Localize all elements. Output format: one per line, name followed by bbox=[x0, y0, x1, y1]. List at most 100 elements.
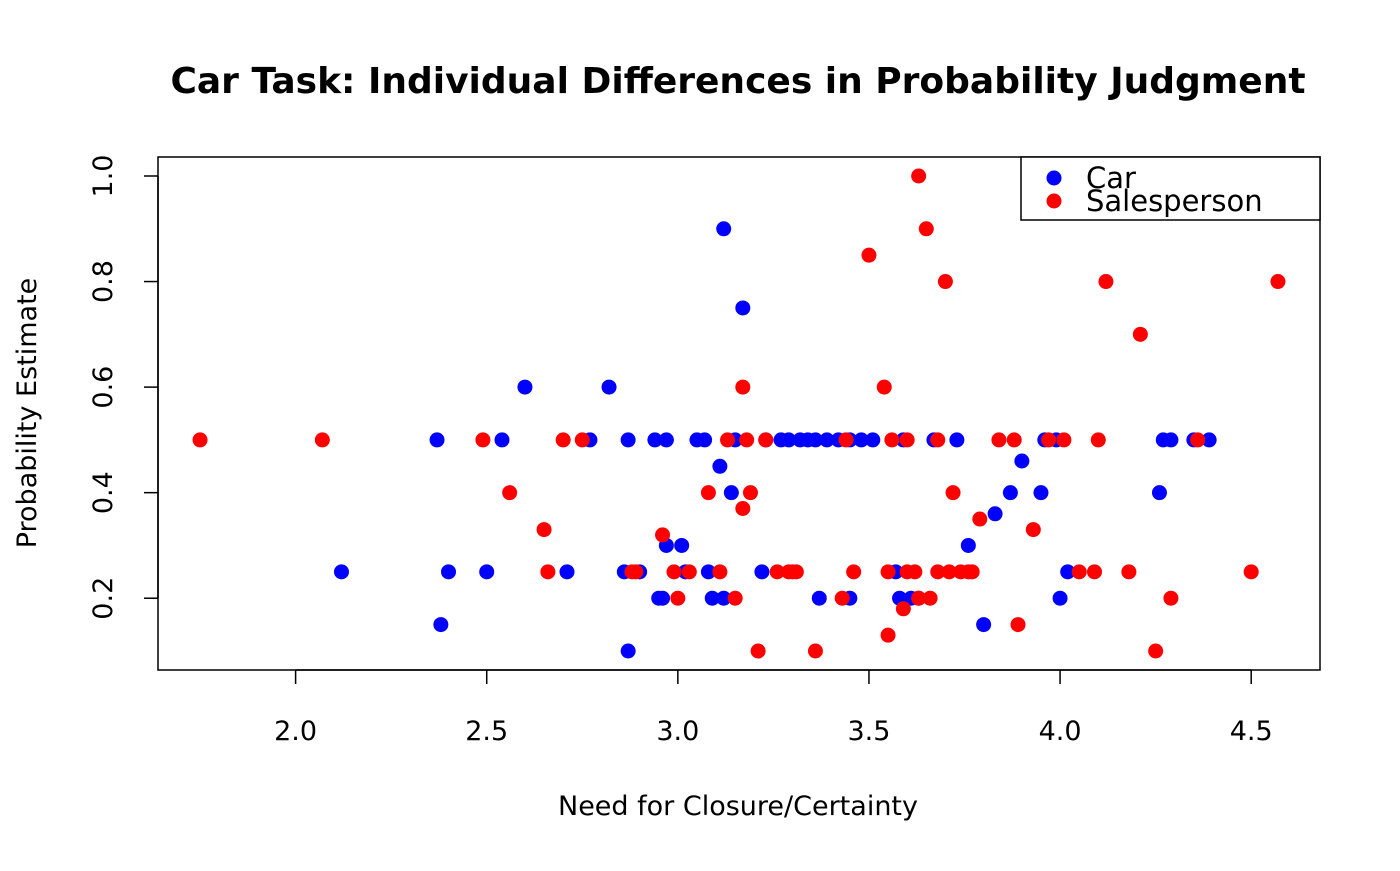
data-point-salesperson bbox=[876, 379, 892, 395]
series-car bbox=[333, 221, 1217, 659]
data-point-salesperson bbox=[739, 432, 755, 448]
legend-marker-salesperson bbox=[1046, 193, 1062, 209]
data-point-salesperson bbox=[314, 432, 330, 448]
y-tick-label: 0.2 bbox=[88, 577, 119, 620]
data-point-salesperson bbox=[911, 168, 927, 184]
data-point-car bbox=[517, 379, 533, 395]
data-point-salesperson bbox=[911, 590, 927, 606]
chart-title: Car Task: Individual Differences in Prob… bbox=[170, 61, 1305, 102]
data-point-salesperson bbox=[1090, 432, 1106, 448]
data-point-salesperson bbox=[945, 485, 961, 501]
data-point-salesperson bbox=[655, 527, 671, 543]
data-point-salesperson bbox=[1163, 590, 1179, 606]
data-points bbox=[192, 168, 1286, 659]
data-point-car bbox=[853, 432, 869, 448]
data-point-salesperson bbox=[681, 564, 697, 580]
data-point-salesperson bbox=[1006, 432, 1022, 448]
data-point-salesperson bbox=[727, 590, 743, 606]
data-point-salesperson bbox=[941, 564, 957, 580]
data-point-salesperson bbox=[536, 522, 552, 538]
data-point-salesperson bbox=[788, 564, 804, 580]
y-tick-label: 0.6 bbox=[88, 366, 119, 409]
x-tick-label: 4.0 bbox=[1039, 716, 1082, 747]
data-point-salesperson bbox=[884, 432, 900, 448]
legend-box bbox=[1020, 156, 1321, 221]
data-point-salesperson bbox=[540, 564, 556, 580]
x-axis: 2.0 2.5 3.0 3.5 4.0 4.5 bbox=[274, 669, 1273, 747]
data-point-car bbox=[620, 643, 636, 659]
data-point-car bbox=[1033, 485, 1049, 501]
x-axis-label: Need for Closure/Certainty bbox=[558, 791, 918, 822]
data-point-salesperson bbox=[1270, 274, 1286, 290]
data-point-car bbox=[700, 564, 716, 580]
data-point-salesperson bbox=[475, 432, 491, 448]
data-point-salesperson bbox=[700, 485, 716, 501]
data-point-salesperson bbox=[1121, 564, 1137, 580]
data-point-salesperson bbox=[880, 627, 896, 643]
data-point-salesperson bbox=[1132, 326, 1148, 342]
data-point-salesperson bbox=[735, 501, 751, 516]
data-point-car bbox=[716, 221, 732, 237]
data-point-salesperson bbox=[192, 432, 208, 448]
series-salesperson bbox=[192, 168, 1286, 659]
data-point-car bbox=[479, 564, 495, 580]
data-point-car bbox=[647, 432, 663, 448]
data-point-salesperson bbox=[1190, 432, 1206, 448]
data-point-car bbox=[807, 432, 823, 448]
data-point-salesperson bbox=[1098, 274, 1114, 290]
data-point-car bbox=[494, 432, 510, 448]
data-point-car bbox=[658, 432, 674, 448]
data-point-salesperson bbox=[834, 590, 850, 606]
data-point-salesperson bbox=[907, 564, 923, 580]
data-point-car bbox=[949, 432, 965, 448]
legend-marker-car bbox=[1046, 170, 1062, 186]
x-tick-label: 3.5 bbox=[847, 716, 890, 747]
data-point-car bbox=[976, 617, 992, 633]
data-point-car bbox=[441, 564, 456, 580]
data-point-car bbox=[716, 590, 732, 606]
data-point-salesperson bbox=[735, 379, 751, 395]
data-point-salesperson bbox=[628, 564, 644, 580]
data-point-salesperson bbox=[1148, 643, 1164, 659]
data-point-salesperson bbox=[1071, 564, 1087, 580]
x-tick-label: 2.0 bbox=[274, 716, 317, 747]
data-point-salesperson bbox=[750, 643, 766, 659]
legend-label-salesperson: Salesperson bbox=[1086, 184, 1263, 218]
legend: Car Salesperson bbox=[1020, 156, 1321, 221]
data-point-car bbox=[655, 590, 671, 606]
data-point-salesperson bbox=[1243, 564, 1259, 580]
data-point-car bbox=[735, 300, 751, 316]
data-point-salesperson bbox=[502, 485, 518, 501]
data-point-salesperson bbox=[712, 564, 728, 580]
data-point-salesperson bbox=[769, 564, 785, 580]
data-point-car bbox=[429, 432, 445, 448]
data-point-car bbox=[987, 506, 1003, 522]
data-point-salesperson bbox=[1056, 432, 1072, 448]
data-point-salesperson bbox=[846, 564, 862, 580]
data-point-salesperson bbox=[964, 564, 980, 580]
y-tick-label: 1.0 bbox=[88, 155, 119, 198]
data-point-salesperson bbox=[861, 247, 877, 263]
data-point-car bbox=[754, 564, 770, 580]
data-point-car bbox=[674, 537, 690, 553]
data-point-car bbox=[1151, 485, 1167, 501]
data-point-car bbox=[601, 379, 617, 395]
data-point-car bbox=[697, 432, 713, 448]
data-point-salesperson bbox=[880, 564, 896, 580]
legend-label-car: Car bbox=[1086, 161, 1136, 195]
data-point-salesperson bbox=[1041, 432, 1057, 448]
data-point-salesperson bbox=[742, 485, 758, 501]
y-axis-label: Probability Estimate bbox=[12, 278, 43, 549]
y-tick-label: 0.4 bbox=[88, 471, 119, 514]
data-point-car bbox=[781, 432, 797, 448]
data-point-car bbox=[723, 485, 739, 501]
data-point-salesperson bbox=[972, 511, 988, 527]
data-point-car bbox=[433, 617, 449, 633]
data-point-car bbox=[1163, 432, 1179, 448]
data-point-salesperson bbox=[670, 590, 686, 606]
data-point-salesperson bbox=[1010, 617, 1026, 633]
data-point-salesperson bbox=[991, 432, 1007, 448]
data-point-car bbox=[811, 590, 827, 606]
data-point-car bbox=[333, 564, 349, 580]
